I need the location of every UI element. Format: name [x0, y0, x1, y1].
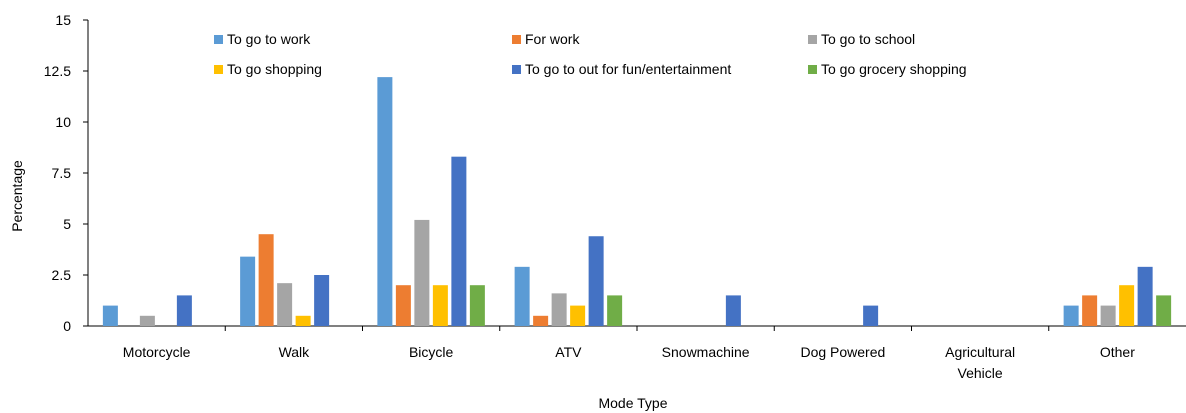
x-tick-label-line: Bicycle — [409, 344, 454, 360]
bar — [1119, 285, 1135, 326]
legend-label: To go to work — [227, 31, 311, 47]
legend-label: For work — [525, 31, 580, 47]
bar — [1100, 305, 1116, 326]
bar — [570, 305, 586, 326]
bars-group — [102, 77, 1172, 327]
bar — [863, 305, 879, 326]
bar — [451, 156, 467, 326]
legend-swatch — [214, 35, 223, 44]
bar — [314, 275, 330, 326]
bar — [514, 266, 530, 326]
legend-label: To go grocery shopping — [821, 61, 967, 77]
bar — [469, 285, 485, 326]
x-tick-label-line: ATV — [555, 344, 582, 360]
bar — [588, 236, 604, 326]
y-tick-label: 5 — [63, 216, 71, 232]
bar — [139, 315, 155, 326]
bar — [414, 219, 430, 326]
legend-swatch — [808, 65, 817, 74]
x-axis-title: Mode Type — [598, 395, 667, 411]
x-tick-label: Agricultural Vehicle — [945, 344, 1015, 381]
bar — [240, 256, 256, 326]
bar — [176, 295, 192, 326]
bar — [607, 295, 623, 326]
x-tick-label-line: Other — [1100, 344, 1135, 360]
y-tick-label: 2.5 — [52, 267, 72, 283]
y-tick-label: 15 — [55, 12, 71, 28]
x-tick-label-line: Snowmachine — [662, 344, 750, 360]
legend-swatch — [808, 35, 817, 44]
bar — [1082, 295, 1098, 326]
legend-swatch — [214, 65, 223, 74]
bar — [258, 234, 274, 326]
bar — [1156, 295, 1172, 326]
x-tick-label: Bicycle — [409, 344, 454, 360]
x-tick-label: ATV — [555, 344, 582, 360]
x-tick-label-line: Agricultural — [945, 344, 1015, 360]
bar — [551, 293, 567, 326]
bar — [377, 77, 393, 327]
legend-label: To go to out for fun/entertainment — [525, 61, 731, 77]
bar — [533, 315, 549, 326]
legend-label: To go shopping — [227, 61, 322, 77]
legend-label: To go to school — [821, 31, 915, 47]
x-tick-label: Dog Powered — [800, 344, 885, 360]
y-tick-label: 0 — [63, 318, 71, 334]
y-tick-label: 10 — [55, 114, 71, 130]
x-tick-label: Other — [1100, 344, 1135, 360]
bar — [1063, 305, 1079, 326]
y-axis-title: Percentage — [9, 160, 25, 232]
bar — [1137, 266, 1153, 326]
bar — [432, 285, 448, 326]
x-tick-label: Snowmachine — [662, 344, 750, 360]
x-tick-label-line: Vehicle — [958, 365, 1003, 381]
x-tick-label-line: Dog Powered — [800, 344, 885, 360]
x-tick-label-line: Walk — [279, 344, 311, 360]
y-tick-label: 7.5 — [52, 165, 72, 181]
y-tick-label: 12.5 — [44, 63, 71, 79]
bar — [277, 283, 293, 326]
bar — [395, 285, 411, 326]
x-tick-label: Walk — [279, 344, 311, 360]
x-tick-label-line: Motorcycle — [123, 344, 191, 360]
bar — [102, 305, 118, 326]
bar — [725, 295, 741, 326]
legend-swatch — [512, 35, 521, 44]
axes-group: 0 2.5 5 7.5 10 12.5 15 Motorcycle Walk Bicycle ATV… — [44, 12, 1186, 381]
legend-swatch — [512, 65, 521, 74]
legend: To go to work For work To go to school To g… — [214, 31, 967, 77]
bar — [295, 315, 311, 326]
x-tick-label: Motorcycle — [123, 344, 191, 360]
